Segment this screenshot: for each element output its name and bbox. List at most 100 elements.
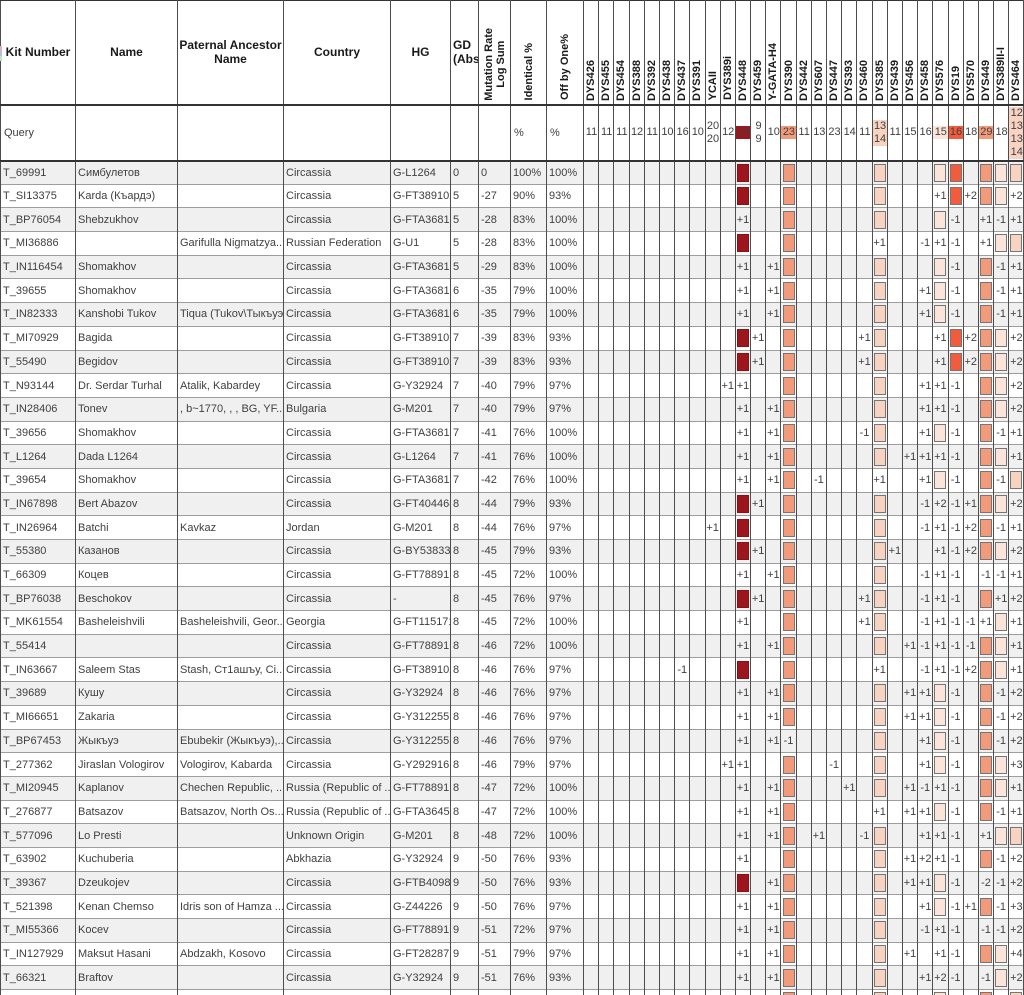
column-header-mutation-rate-log-sum[interactable]: Mutation Rate Log Sum xyxy=(478,0,511,106)
marker-highlight-block xyxy=(873,945,886,964)
gd-cell: 8 xyxy=(450,586,479,611)
column-header-paternal-ancestor-name[interactable]: Paternal Ancestor Name xyxy=(177,0,284,106)
marker-cell-dys448: +1 xyxy=(734,420,752,445)
match-row: T_MI20945 Kaplanov Chechen Republic, ... Ru… xyxy=(0,775,1024,801)
column-header-dys19[interactable]: DYS19 xyxy=(947,0,964,106)
column-header-dys426[interactable]: DYS426 xyxy=(582,0,600,106)
marker-cell-ycaii xyxy=(704,728,721,753)
column-header-dys388[interactable]: DYS388 xyxy=(628,0,645,106)
column-header-identical[interactable]: Identical % xyxy=(510,0,547,106)
column-header-dys576[interactable]: DYS576 xyxy=(932,0,949,106)
column-header-dys437[interactable]: DYS437 xyxy=(674,0,691,106)
mutation-rate-cell: -45 xyxy=(478,539,511,564)
column-header-y-gata-h4[interactable]: Y-GATA-H4 xyxy=(765,0,782,106)
column-header-hg[interactable]: HG xyxy=(390,0,451,106)
column-header-dys389i[interactable]: DYS389i xyxy=(719,0,736,106)
column-header-dys458[interactable]: DYS458 xyxy=(917,0,934,106)
query-empty-cell xyxy=(390,104,451,162)
marker-cell-ycaii xyxy=(704,254,721,279)
column-header-dys389ii-i[interactable]: DYS389II-I xyxy=(993,0,1010,106)
column-header-dys459[interactable]: DYS459 xyxy=(750,0,767,106)
marker-cell-dys437 xyxy=(674,586,691,611)
marker-cell-y-gata-h4: +1 xyxy=(765,420,782,445)
marker-cell-dys570: +1 xyxy=(962,894,979,919)
marker-diff: -1 xyxy=(996,474,1007,487)
column-header-dys447[interactable]: DYS447 xyxy=(825,0,843,106)
marker-cell-dys385 xyxy=(871,823,888,848)
column-header-ycaii[interactable]: YCAII xyxy=(704,0,721,106)
column-header-dys390[interactable]: DYS390 xyxy=(780,0,797,106)
marker-cell-dys460 xyxy=(856,728,873,753)
haplogroup-cell: - xyxy=(390,586,451,611)
marker-cell-dys393 xyxy=(841,515,858,540)
marker-cell-dys448: +1 xyxy=(734,894,752,919)
column-header-country[interactable]: Country xyxy=(283,0,391,106)
column-header-dys393[interactable]: DYS393 xyxy=(841,0,858,106)
column-header-dys570[interactable]: DYS570 xyxy=(962,0,979,106)
kit-number-cell: T_39656 xyxy=(0,420,76,445)
off-by-one-pct-cell: 100% xyxy=(546,231,584,256)
column-header-name[interactable]: Name xyxy=(75,0,178,106)
column-header-dys439[interactable]: DYS439 xyxy=(886,0,903,106)
column-header-dys391[interactable]: DYS391 xyxy=(689,0,706,106)
marker-cell-dys570 xyxy=(962,728,979,753)
column-header-dys460[interactable]: DYS460 xyxy=(856,0,873,106)
column-header-kit-number[interactable]: Kit Number xyxy=(0,0,76,106)
marker-cell-dys448: +1 xyxy=(734,728,752,753)
gd-cell: 9 xyxy=(450,941,479,966)
query-off-by-one: % xyxy=(546,104,584,162)
marker-cell-dys390 xyxy=(780,467,797,493)
query-marker-dys449: 29 xyxy=(977,104,995,162)
column-header-dys456[interactable]: DYS456 xyxy=(901,0,919,106)
marker-cell-dys576: +1 xyxy=(932,373,949,398)
marker-diff: -1 xyxy=(996,687,1007,700)
query-marker-value: 12 13 13 14 xyxy=(1009,106,1023,159)
column-header-dys448[interactable]: DYS448 xyxy=(734,0,752,106)
marker-cell-y-gata-h4: +1 xyxy=(765,633,782,658)
marker-diff: +1 xyxy=(903,450,917,463)
paternal-ancestor-cell: Chechen Republic, ... xyxy=(177,775,284,801)
marker-cell-dys464: +2 xyxy=(1008,681,1024,706)
marker-cell-dys385 xyxy=(871,965,888,990)
marker-cell-dys385 xyxy=(871,918,888,943)
column-header-dys449[interactable]: DYS449 xyxy=(977,0,995,106)
marker-cell-dys392 xyxy=(643,704,660,729)
marker-cell-dys576 xyxy=(932,467,949,493)
column-header-dys454[interactable]: DYS454 xyxy=(613,0,630,106)
column-header-dys455[interactable]: DYS455 xyxy=(598,0,615,106)
column-header-dys442[interactable]: DYS442 xyxy=(795,0,812,106)
marker-diff: +1 xyxy=(767,569,780,582)
marker-cell-dys607 xyxy=(810,752,828,777)
column-header-label: YCAII xyxy=(706,71,719,101)
query-marker-dys391: 10 xyxy=(689,104,706,162)
marker-highlight-block xyxy=(949,352,962,371)
marker-cell-dys439 xyxy=(886,965,903,990)
marker-cell-dys439 xyxy=(886,349,903,374)
marker-cell-y-gata-h4: +1 xyxy=(765,918,782,943)
marker-cell-dys438 xyxy=(658,515,676,540)
marker-cell-dys456: +1 xyxy=(901,799,919,824)
column-header-gd-abs[interactable]: GD (Abs) xyxy=(450,0,479,106)
column-header-dys464[interactable]: DYS464 xyxy=(1008,0,1024,106)
column-header-dys607[interactable]: DYS607 xyxy=(810,0,828,106)
marker-cell-dys389ii-i: -1 xyxy=(993,704,1010,729)
column-header-off-by-one[interactable]: Off by One% xyxy=(546,0,584,106)
marker-cell-dys570: +2 xyxy=(962,539,979,564)
marker-cell-dys389ii-i xyxy=(993,183,1010,208)
haplogroup-cell: G-FTA36818 xyxy=(390,278,451,303)
marker-diff: +4 xyxy=(1010,948,1023,961)
column-header-dys385[interactable]: DYS385 xyxy=(871,0,888,106)
marker-highlight-block xyxy=(782,281,795,300)
column-header-label: DYS576 xyxy=(934,59,947,101)
kit-number-cell: T_IN26964 xyxy=(0,515,76,540)
marker-cell-dys459 xyxy=(750,823,767,848)
table-header: Kit Number Name Paternal Ancestor Name Coun… xyxy=(0,0,1024,106)
table-body: Query%% 11 11 11 12 11 10 16 10 20 20 12 19 9 9 10 23 1… xyxy=(0,104,1024,995)
marker-cell-dys438 xyxy=(658,752,676,777)
haplogroup-cell: G-FTA36818 xyxy=(390,420,451,445)
column-header-dys438[interactable]: DYS438 xyxy=(658,0,676,106)
column-header-dys392[interactable]: DYS392 xyxy=(643,0,660,106)
marker-cell-dys439 xyxy=(886,846,903,872)
marker-cell-dys390 xyxy=(780,444,797,469)
